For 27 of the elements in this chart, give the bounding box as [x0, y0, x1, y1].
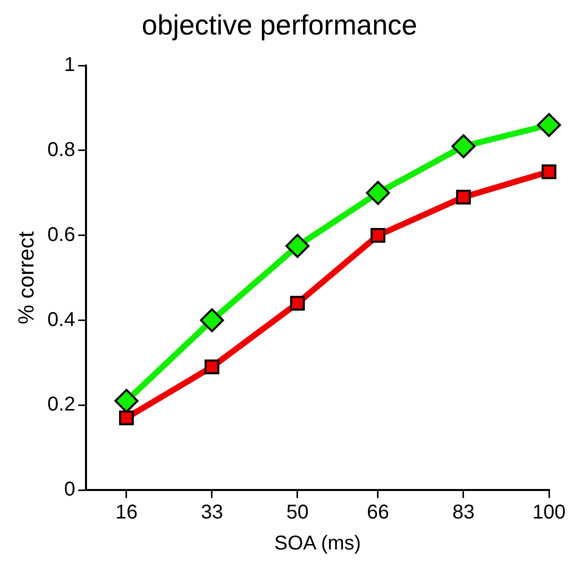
- y-tick-label: 0.6: [47, 224, 76, 246]
- y-tick-label: 1: [64, 54, 76, 76]
- point: [537, 113, 561, 138]
- point: [285, 234, 310, 258]
- point: [114, 388, 138, 413]
- point: [370, 228, 386, 243]
- x-tick-label: 83: [452, 502, 475, 524]
- x-tick-label: 50: [286, 502, 309, 524]
- x-tick-label: 16: [115, 502, 138, 524]
- chart-title: objective performance: [142, 10, 418, 41]
- point: [456, 190, 471, 205]
- point: [204, 360, 220, 374]
- y-tick-label: 0.2: [47, 394, 76, 416]
- x-axis-title: SOA (ms): [274, 532, 361, 555]
- y-tick-label: 0.4: [47, 308, 76, 331]
- point: [366, 180, 390, 205]
- point: [200, 308, 224, 332]
- y-tick-label: 0: [64, 478, 76, 501]
- point: [290, 296, 305, 311]
- x-tick-label: 33: [200, 502, 224, 524]
- x-tick-label: 66: [366, 502, 390, 524]
- x-tick-label: 100: [532, 502, 566, 524]
- point: [542, 164, 556, 180]
- y-tick-label: 0.8: [47, 138, 76, 161]
- point: [119, 410, 134, 426]
- point: [451, 134, 476, 158]
- y-axis-title: % correct: [13, 231, 38, 324]
